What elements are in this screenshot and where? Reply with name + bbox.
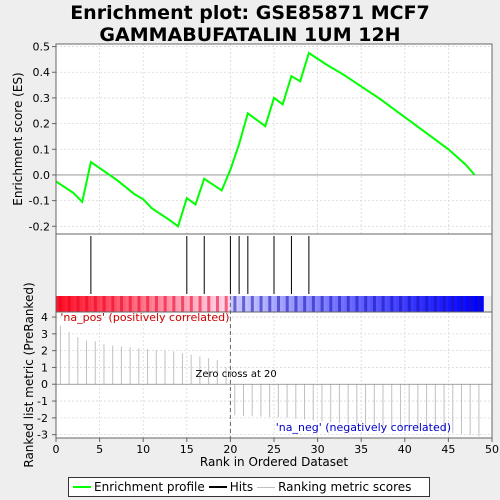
colorbar-stripe (442, 296, 446, 312)
colorbar-stripe (329, 296, 333, 312)
xtick-label: 15 (180, 443, 194, 456)
colorbar-stripe (181, 296, 185, 312)
legend-label-hits: Hits (229, 480, 254, 494)
colorbar-stripe (468, 296, 472, 312)
colorbar-stripe (59, 296, 62, 312)
colorbar-stripe (189, 296, 193, 312)
colorbar-stripe (451, 296, 455, 312)
colorbar-stripe (311, 296, 315, 312)
annotation-zero-cross: Zero cross at 20 (196, 369, 277, 380)
es-ytick-label: 0.1 (33, 143, 51, 156)
colorbar-stripe (381, 296, 385, 312)
colorbar-stripe (390, 296, 394, 312)
colorbar-stripe (207, 296, 211, 312)
colorbar-stripe (146, 296, 150, 312)
metric-ytick-label: -1 (37, 395, 48, 408)
colorbar-stripe (372, 296, 376, 312)
colorbar-stripe (355, 296, 359, 312)
metric-ytick-label: 0 (41, 378, 48, 391)
metric-y-axis-label: Ranked list metric (PreRanked) (22, 282, 36, 467)
legend-item-hits: Hits (208, 480, 254, 494)
es-ytick-label: 0.3 (33, 92, 51, 105)
colorbar-stripe (320, 296, 324, 312)
xtick-label: 35 (354, 443, 368, 456)
xtick-label: 0 (53, 443, 60, 456)
colorbar-stripe (172, 296, 176, 312)
colorbar-stripe (137, 296, 141, 312)
colorbar-stripe (433, 296, 437, 312)
es-curve (55, 51, 476, 228)
colorbar-stripe (154, 296, 158, 312)
xtick-label: 30 (311, 443, 325, 456)
metric-ytick-label: -2 (37, 412, 48, 425)
colorbar-stripe (407, 296, 411, 312)
xtick-label: 5 (96, 443, 103, 456)
colorbar-stripe (120, 296, 124, 312)
xtick-label: 50 (485, 443, 499, 456)
colorbar-stripe (399, 296, 403, 312)
xtick-label: 10 (136, 443, 150, 456)
xtick-label: 20 (223, 443, 237, 456)
colorbar-stripe (303, 296, 307, 312)
colorbar-stripe (250, 296, 254, 312)
metric-ytick-label: 2 (41, 345, 48, 358)
legend-swatch-enrichment (73, 486, 91, 488)
colorbar-stripe (215, 296, 219, 312)
legend-label-metric: Ranking metric scores (278, 480, 412, 494)
colorbar-stripe (198, 296, 202, 312)
es-ytick-label: 0.2 (33, 118, 51, 131)
title-line-2: GAMMABUFATALIN 1UM 12H (99, 24, 401, 46)
colorbar-stripe (67, 296, 71, 312)
legend-swatch-hits (208, 486, 227, 488)
colorbar-stripe (76, 296, 80, 312)
annotation-positive: 'na_pos' (positively correlated) (60, 311, 229, 324)
es-panel-bg (56, 44, 492, 234)
annotation-negative: 'na_neg' (negatively correlated) (276, 421, 451, 434)
es-y-axis-label: Enrichment score (ES) (11, 72, 25, 205)
legend-item-metric: Ranking metric scores (257, 480, 411, 494)
metric-ytick-label: -3 (37, 429, 48, 442)
colorbar-stripe (460, 296, 464, 312)
legend: Enrichment profile Hits Ranking metric s… (68, 477, 430, 497)
colorbar-stripe (346, 296, 350, 312)
legend-item-enrichment: Enrichment profile (73, 480, 205, 494)
es-ytick-label: -0.2 (29, 220, 50, 233)
colorbar-stripe (338, 296, 342, 312)
colorbar-stripe (425, 296, 429, 312)
x-axis-label: Rank in Ordered Dataset (200, 455, 348, 469)
colorbar-stripe (102, 296, 106, 312)
colorbar-stripe (477, 296, 481, 312)
chart-title: Enrichment plot: GSE85871 MCF7 GAMMABUFA… (0, 2, 500, 46)
metric-ytick-label: 1 (41, 361, 48, 374)
colorbar-stripe (285, 296, 289, 312)
colorbar-stripe (416, 296, 420, 312)
colorbar-stripe (364, 296, 368, 312)
colorbar-stripe (163, 296, 167, 312)
xtick-label: 40 (398, 443, 412, 456)
es-ytick-label: 0.5 (33, 41, 51, 54)
colorbar-stripe (85, 296, 89, 312)
legend-swatch-metric (257, 486, 276, 488)
colorbar-stripe (268, 296, 272, 312)
legend-label-enrichment: Enrichment profile (94, 480, 205, 494)
colorbar-stripe (233, 296, 237, 312)
title-line-1: Enrichment plot: GSE85871 MCF7 (70, 2, 430, 24)
colorbar-stripe (224, 296, 228, 312)
colorbar-stripe (294, 296, 298, 312)
colorbar-stripe (242, 296, 246, 312)
es-ytick-label: -0.1 (29, 195, 50, 208)
metric-ytick-label: 4 (41, 311, 48, 324)
metric-ytick-label: 3 (41, 328, 48, 341)
es-ytick-label: 0.0 (33, 169, 51, 182)
colorbar-stripe (111, 296, 115, 312)
colorbar-stripe (93, 296, 97, 312)
colorbar-stripe (277, 296, 280, 312)
es-ytick-label: 0.4 (33, 66, 51, 79)
colorbar-stripe (128, 296, 132, 312)
xtick-label: 25 (267, 443, 281, 456)
colorbar-stripe (259, 296, 263, 312)
xtick-label: 45 (441, 443, 455, 456)
